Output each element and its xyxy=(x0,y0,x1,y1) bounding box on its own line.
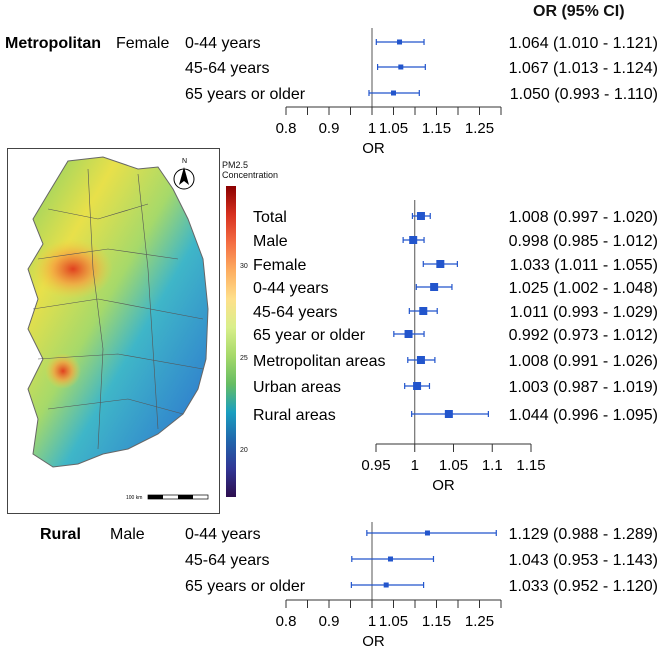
or-marker xyxy=(430,283,439,291)
x-axis-label: OR xyxy=(362,140,385,157)
colorbar-tick: 20 xyxy=(240,447,248,454)
colorbar-title-line2: Concentration xyxy=(222,170,279,180)
x-tick-label: 0.8 xyxy=(276,120,297,137)
x-tick-label: 1 xyxy=(368,120,376,137)
ci-value: 1.033 (0.952 - 1.120) xyxy=(509,578,658,595)
or-marker xyxy=(419,307,428,315)
or-marker xyxy=(416,212,425,220)
x-tick-label: 1.25 xyxy=(465,613,494,630)
ci-value: 1.067 (1.013 - 1.124) xyxy=(509,60,658,77)
or-marker xyxy=(413,382,422,390)
row-label: 45-64 years xyxy=(253,304,338,321)
or-marker xyxy=(383,582,389,588)
ci-value: 1.025 (1.002 - 1.048) xyxy=(509,280,658,297)
or-marker xyxy=(398,64,404,70)
x-tick-label: 1.15 xyxy=(422,613,451,630)
or-marker xyxy=(391,90,396,96)
x-axis-label: OR xyxy=(432,477,455,494)
row-label: Male xyxy=(253,233,288,250)
scale-bar xyxy=(147,494,209,500)
colorbar-tick: 30 xyxy=(240,263,248,270)
x-tick-label: 0.9 xyxy=(319,120,340,137)
or-marker xyxy=(387,556,393,562)
row-label: 45-64 years xyxy=(185,552,270,569)
row-label: 0-44 years xyxy=(253,280,329,297)
ci-value: 1.050 (0.993 - 1.110) xyxy=(510,86,658,103)
x-axis-label: OR xyxy=(362,633,385,650)
subgroup-label: Female xyxy=(116,35,169,52)
ci-value: 0.998 (0.985 - 1.012) xyxy=(509,233,658,250)
x-tick-label: 1.05 xyxy=(379,613,408,630)
ci-value: 1.008 (0.997 - 1.020) xyxy=(509,209,658,226)
x-tick-label: 0.8 xyxy=(276,613,297,630)
x-tick-label: 1 xyxy=(368,613,376,630)
ci-value: 1.129 (0.988 - 1.289) xyxy=(509,526,658,543)
map-svg: N 100 km xyxy=(27,156,209,501)
x-tick-label: 1.05 xyxy=(379,120,408,137)
district-boundaries xyxy=(32,168,204,450)
row-label: 0-44 years xyxy=(185,35,261,52)
korea-landmass xyxy=(27,156,209,468)
row-label: Total xyxy=(253,209,287,226)
row-label: Metropolitan areas xyxy=(253,353,386,370)
or-marker xyxy=(409,236,418,244)
x-tick-label: 1 xyxy=(411,457,419,474)
or-marker xyxy=(404,330,413,338)
ci-header: OR (95% CI) xyxy=(533,3,625,20)
row-label: 65 year or older xyxy=(253,327,366,344)
row-label: 65 years or older xyxy=(185,578,306,595)
or-marker xyxy=(436,260,445,268)
x-tick-label: 0.95 xyxy=(361,457,390,474)
colorbar-title-line1: PM2.5 xyxy=(222,160,249,170)
colorbar-tick: 25 xyxy=(240,355,248,362)
x-tick-label: 1.1 xyxy=(482,457,503,474)
ci-value: 1.064 (1.010 - 1.121) xyxy=(509,35,658,52)
group-label: Metropolitan xyxy=(5,35,101,52)
ci-value: 1.008 (0.991 - 1.026) xyxy=(509,353,658,370)
row-label: Female xyxy=(253,257,306,274)
x-tick-label: 1.15 xyxy=(422,120,451,137)
hotspot-south xyxy=(45,353,81,389)
ci-value: 1.011 (0.993 - 1.029) xyxy=(510,304,658,321)
hotspot-seoul xyxy=(33,239,113,299)
or-marker xyxy=(416,356,425,364)
or-marker xyxy=(424,530,430,536)
ci-value: 1.033 (1.011 - 1.055) xyxy=(510,257,658,274)
or-marker xyxy=(444,410,453,418)
or-marker xyxy=(397,39,403,45)
north-label: N xyxy=(182,158,187,165)
row-label: 0-44 years xyxy=(185,526,261,543)
row-label: 65 years or older xyxy=(185,86,306,103)
scale-label: 100 km xyxy=(126,495,142,501)
pm25-map: N 100 km xyxy=(7,148,220,514)
north-arrow-icon xyxy=(173,167,195,190)
colorbar xyxy=(226,186,236,497)
x-tick-label: 1.05 xyxy=(439,457,468,474)
row-label: Rural areas xyxy=(253,407,336,424)
row-label: 45-64 years xyxy=(185,60,270,77)
ci-value: 0.992 (0.973 - 1.012) xyxy=(509,327,658,344)
x-tick-label: 1.25 xyxy=(465,120,494,137)
ci-value: 1.044 (0.996 - 1.095) xyxy=(509,407,658,424)
ci-value: 1.003 (0.987 - 1.019) xyxy=(509,379,658,396)
ci-value: 1.043 (0.953 - 1.143) xyxy=(509,552,658,569)
group-label: Rural xyxy=(40,526,81,543)
x-tick-label: 1.15 xyxy=(516,457,545,474)
x-tick-label: 0.9 xyxy=(319,613,340,630)
subgroup-label: Male xyxy=(110,526,145,543)
row-label: Urban areas xyxy=(253,379,341,396)
colorbar-title: PM2.5 Concentration xyxy=(222,160,278,180)
